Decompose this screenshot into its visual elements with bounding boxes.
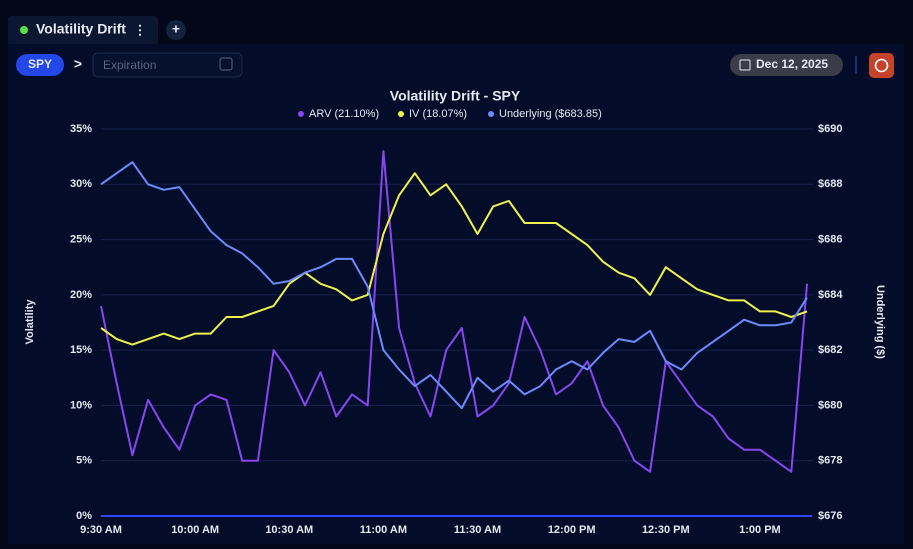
date-button[interactable] [730, 54, 843, 76]
y-axis-title: Volatility [24, 299, 36, 345]
legend-label: Underlying ($683.85) [499, 108, 602, 120]
x-tick-label: 11:00 AM [360, 524, 407, 536]
calendar-icon [219, 57, 233, 71]
x-tick-label: 12:00 PM [548, 524, 596, 536]
expiration-placeholder: Expiration [103, 58, 156, 72]
y2-tick-label: $682 [818, 344, 842, 356]
add-tab-label: + [172, 21, 180, 37]
y-tick-label: 10% [70, 399, 92, 411]
y-tick-label: 35% [70, 123, 92, 135]
y2-tick-label: $680 [818, 399, 842, 411]
y2-tick-label: $686 [818, 233, 842, 245]
y2-tick-label: $676 [818, 510, 842, 522]
y2-axis-title: Underlying ($) [874, 285, 886, 359]
legend-label: IV (18.07%) [409, 108, 467, 120]
y2-tick-label: $678 [818, 455, 842, 467]
y-tick-label: 15% [70, 344, 92, 356]
y-tick-label: 30% [70, 178, 92, 190]
series-line [100, 172, 808, 346]
y-tick-label: 25% [70, 233, 92, 245]
y2-tick-label: $690 [818, 123, 842, 135]
legend-marker [398, 111, 404, 117]
series-line [100, 150, 808, 473]
tab-menu[interactable]: ⋮ [134, 22, 147, 37]
legend-marker [488, 111, 494, 117]
x-tick-label: 12:30 PM [642, 524, 690, 536]
x-tick-label: 10:00 AM [171, 524, 219, 536]
series-line [100, 161, 808, 410]
date: Dec 12, 2025 [756, 57, 828, 71]
tab[interactable] [8, 16, 158, 46]
symbol-button[interactable] [16, 54, 64, 76]
reset-icon [874, 58, 889, 73]
x-tick-label: 11:30 AM [454, 524, 501, 536]
legend-marker [298, 111, 304, 117]
tab-title: Volatility Drift [36, 21, 126, 37]
expiration-input[interactable] [92, 52, 243, 78]
y2-tick-label: $684 [818, 289, 843, 301]
y-tick-label: 20% [70, 289, 92, 301]
add-tab-button[interactable] [166, 20, 186, 40]
x-tick-label: 1:00 PM [739, 524, 781, 536]
legend-label: ARV (21.10%) [309, 108, 379, 120]
chart-title: Volatility Drift - SPY [390, 88, 521, 104]
chevron: > [74, 56, 82, 72]
reset-button[interactable] [869, 53, 894, 78]
date-icon [739, 59, 751, 71]
symbol: SPY [28, 57, 52, 71]
y-tick-label: 5% [76, 455, 92, 467]
y-tick-label: 0% [76, 510, 92, 522]
y2-tick-label: $688 [818, 178, 842, 190]
x-tick-label: 10:30 AM [265, 524, 313, 536]
status-dot [20, 26, 28, 34]
x-tick-label: 9:30 AM [80, 524, 122, 536]
